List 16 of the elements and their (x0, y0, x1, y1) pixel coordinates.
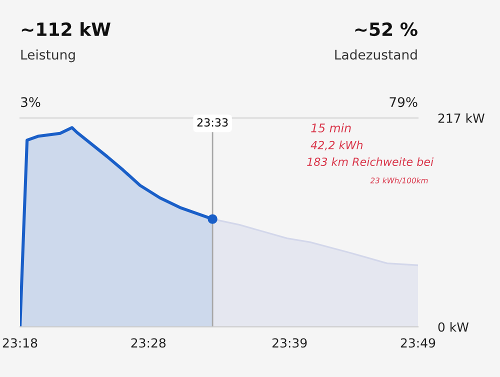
annotation: 42,2 kWh (310, 140, 363, 150)
annotation: 183 km Reichweite bei (307, 157, 434, 166)
text: 79% (390, 97, 418, 108)
text: Ladezustand (335, 49, 417, 60)
x-tick-label: 23:28 (131, 338, 166, 348)
y-tick-label: 0 kW (438, 322, 469, 332)
x-tick-label: 23:39 (272, 338, 307, 348)
text: ~52 % (355, 22, 418, 36)
x-tick-label: 23:18 (2, 338, 38, 348)
annotation: 15 min (311, 123, 351, 132)
text: Leistung (21, 49, 75, 62)
text: 3% (21, 97, 40, 108)
annotation: 23:33 (197, 118, 228, 127)
y-tick-label: 217 kW (438, 113, 484, 123)
text: ~112 kW (22, 22, 110, 36)
x-tick-label: 23:49 (400, 338, 436, 348)
